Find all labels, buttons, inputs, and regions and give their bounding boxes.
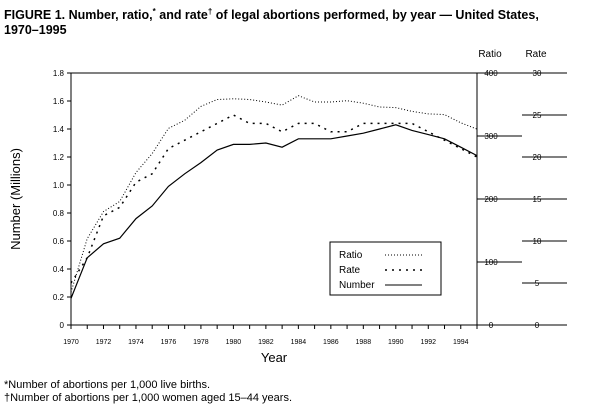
left-axis: 0 0.2 0.4 0.6 0.8 1.0 1.2 1.4 1.6 1.8 xyxy=(53,69,71,330)
title-text: FIGURE 1. Number, ratio, xyxy=(4,8,153,23)
figure-title: FIGURE 1. Number, ratio,* and rate† of l… xyxy=(4,4,574,38)
x-tick-label: 1980 xyxy=(226,339,242,346)
x-axis: 1970 1972 1974 1976 1978 1980 1982 1984 1986 1988… xyxy=(63,325,478,346)
series-line-rate xyxy=(70,114,478,284)
ratio-tick-label: 400 xyxy=(484,69,498,78)
footnote-ratio: *Number of abortions per 1,000 live birt… xyxy=(4,379,211,391)
legend-label-rate: Rate xyxy=(339,265,361,276)
x-tick-label: 1990 xyxy=(388,339,404,346)
y-axis-label: Number (Millions) xyxy=(8,148,23,250)
legend: Ratio Rate Number xyxy=(329,241,442,296)
ratio-axis-title: Ratio xyxy=(478,49,502,60)
x-tick-label: 1992 xyxy=(420,339,436,346)
x-tick-label: 1994 xyxy=(453,339,469,346)
x-axis-label: Year xyxy=(261,350,288,365)
title-text-rest: of legal abortions performed, by year — … xyxy=(4,8,539,38)
x-tick-label: 1972 xyxy=(96,339,112,346)
rate-axis: 0 5 10 15 20 25 30 xyxy=(522,69,567,330)
rate-tick-label: 20 xyxy=(533,153,542,162)
y-tick-label: 1.4 xyxy=(53,125,65,134)
y-tick-label: 1.2 xyxy=(53,153,65,162)
title-rate-footnote-mark: † xyxy=(207,7,213,16)
chart: 00.20.40.60.81.01.21.41.61.8 1970 1972 197… xyxy=(8,49,567,365)
footnote-rate: †Number of abortions per 1,000 women age… xyxy=(4,392,293,404)
rate-tick-label: 0 xyxy=(535,321,540,330)
series-layer xyxy=(70,95,478,299)
rate-axis-title: Rate xyxy=(525,49,547,60)
rate-tick-label: 25 xyxy=(533,111,542,120)
rate-tick-label: 15 xyxy=(533,195,542,204)
x-tick-label: 1982 xyxy=(258,339,274,346)
y-tick-label: 1.0 xyxy=(53,181,65,190)
title-text-mid: and rate xyxy=(155,8,208,23)
x-tick-label: 1978 xyxy=(193,339,209,346)
ratio-tick-label: 200 xyxy=(484,195,498,204)
y-tick-label: 0.4 xyxy=(53,265,65,274)
legend-label-number: Number xyxy=(339,280,375,291)
title-ratio-footnote-mark: * xyxy=(152,7,156,16)
y-tick-label: 1.6 xyxy=(53,97,65,106)
y-tick-label: 1.8 xyxy=(53,69,65,78)
ratio-tick-label: 100 xyxy=(484,258,498,267)
y-tick-label: 0.6 xyxy=(53,237,65,246)
y-tick-label: 0.2 xyxy=(53,293,65,302)
x-tick-label: 1976 xyxy=(161,339,177,346)
legend-label-ratio: Ratio xyxy=(339,250,363,261)
series-line-ratio xyxy=(70,95,478,293)
x-tick-label: 1974 xyxy=(128,339,144,346)
rate-tick-label: 5 xyxy=(535,279,540,288)
x-tick-label: 1970 xyxy=(63,339,79,346)
x-tick-label: 1984 xyxy=(291,339,307,346)
x-tick-label: 1986 xyxy=(323,339,339,346)
rate-tick-label: 10 xyxy=(533,237,542,246)
ratio-axis: 0 100 200 300 400 xyxy=(477,69,522,330)
y-tick-label: 0.8 xyxy=(53,209,65,218)
rate-tick-label: 30 xyxy=(533,69,542,78)
series-line-number xyxy=(70,124,478,299)
legend-box xyxy=(329,241,442,296)
footnotes: *Number of abortions per 1,000 live birt… xyxy=(4,379,292,405)
y-tick-label: 0 xyxy=(60,321,65,330)
ratio-tick-label: 0 xyxy=(489,321,494,330)
x-tick-label: 1988 xyxy=(356,339,372,346)
ratio-tick-label: 300 xyxy=(484,132,498,141)
